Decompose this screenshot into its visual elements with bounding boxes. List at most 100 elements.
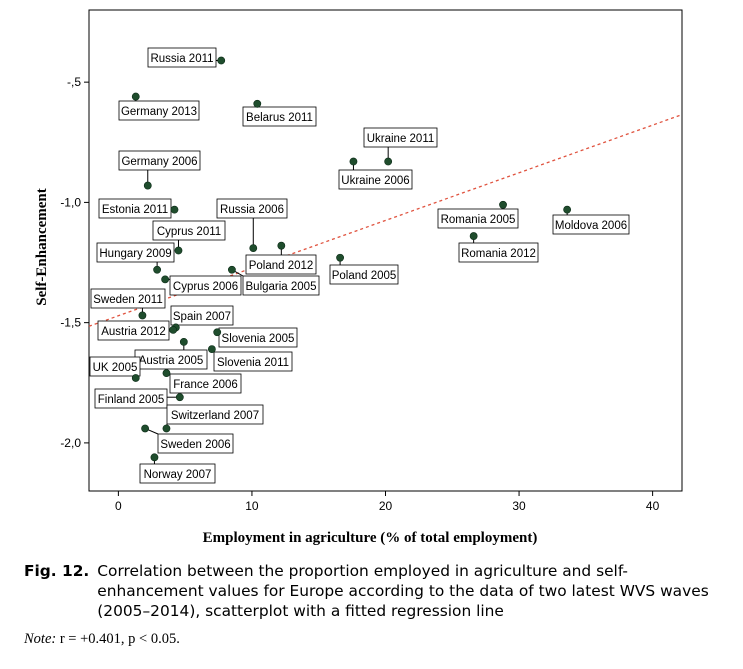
x-tick-label: 10 xyxy=(245,499,259,513)
point-label: UK 2005 xyxy=(93,362,138,374)
data-point xyxy=(162,369,171,378)
data-point xyxy=(249,244,258,252)
x-tick-label: 20 xyxy=(379,499,393,513)
point-label: Switzerland 2007 xyxy=(171,410,259,422)
point-label-box xyxy=(242,106,317,127)
point-label: Germany 2013 xyxy=(121,106,197,118)
point-label-box xyxy=(166,404,264,425)
data-point xyxy=(179,337,188,346)
point-label-box xyxy=(118,100,200,121)
point-label: Cyprus 2011 xyxy=(157,226,221,238)
point-label-box xyxy=(363,127,438,148)
point-label: Ukraine 2006 xyxy=(341,175,409,187)
data-point xyxy=(213,328,222,337)
point-label: Hungary 2009 xyxy=(99,248,171,260)
point-label: Romania 2012 xyxy=(461,248,536,260)
point-label-box xyxy=(139,463,216,484)
data-point xyxy=(131,92,140,101)
data-point xyxy=(499,200,507,209)
caption-label: Fig. 12. xyxy=(24,562,90,580)
point-label: Austria 2005 xyxy=(139,355,204,367)
point-label: Cyprus 2006 xyxy=(173,281,238,293)
point-label: Sweden 2006 xyxy=(160,439,230,451)
data-point xyxy=(162,424,171,433)
data-point xyxy=(384,157,393,166)
point-label-box xyxy=(552,214,630,235)
point-label-box xyxy=(96,242,175,263)
data-point xyxy=(153,265,162,274)
point-label-box xyxy=(170,305,234,326)
scatter-chart: 0 10 20 30 40 -,5 -1,0 -1,5 -2,0 Russia 2011 Germa… xyxy=(34,9,683,546)
note-text: r = +0.401, p < 0.05. xyxy=(56,631,180,647)
point-label-box xyxy=(329,264,399,285)
caption-text: Correlation between the proportion emplo… xyxy=(97,562,709,620)
data-point xyxy=(150,453,159,462)
point-label: Sweden 2011 xyxy=(93,294,162,306)
point-label-box xyxy=(458,242,539,263)
point-label-box xyxy=(89,356,141,377)
point-label-box xyxy=(94,388,168,409)
point-label: Poland 2005 xyxy=(332,270,397,282)
point-label: Bulgaria 2005 xyxy=(246,281,317,293)
point-label: Spain 2007 xyxy=(173,311,231,323)
point-label: Estonia 2011 xyxy=(102,204,168,216)
data-point xyxy=(175,393,184,402)
point-label-box xyxy=(157,433,234,454)
data-point xyxy=(131,374,140,382)
point-label-box xyxy=(90,288,166,309)
x-tick-label: 30 xyxy=(512,499,526,513)
point-label-box xyxy=(169,373,242,394)
data-point xyxy=(174,246,183,255)
y-axis-title: Self-Enhancement xyxy=(34,188,50,306)
point-label: Finland 2005 xyxy=(98,394,165,406)
note-label: Note: xyxy=(24,631,57,647)
point-label: Germany 2006 xyxy=(121,156,197,168)
data-point xyxy=(169,325,178,334)
data-point xyxy=(563,205,572,214)
data-point xyxy=(170,205,179,214)
data-point xyxy=(253,99,262,108)
point-label-box xyxy=(147,47,217,68)
statistics-note: Note: r = +0.401, p < 0.05. xyxy=(24,631,180,648)
point-label-box xyxy=(169,275,242,296)
data-point xyxy=(138,311,147,320)
data-point xyxy=(141,424,149,433)
data-point xyxy=(277,241,286,250)
x-tick-label: 0 xyxy=(115,499,122,513)
point-label: Romania 2005 xyxy=(441,214,516,226)
point-label-box xyxy=(97,320,170,341)
data-point xyxy=(143,181,152,190)
point-label-box xyxy=(152,220,226,241)
point-label-box xyxy=(242,275,320,296)
point-label: Norway 2007 xyxy=(144,469,212,481)
point-label: Russia 2006 xyxy=(220,204,284,216)
point-label-box xyxy=(245,254,317,275)
y-tick-label: -1,0 xyxy=(60,195,81,209)
point-label: Poland 2012 xyxy=(249,260,314,272)
figure-caption: Fig. 12. Correlation between the proport… xyxy=(24,561,724,621)
data-point xyxy=(217,56,226,65)
y-tick-label: -,5 xyxy=(67,75,81,89)
data-point xyxy=(207,345,216,354)
x-axis-title: Employment in agriculture (% of total em… xyxy=(203,530,538,546)
point-label: Belarus 2011 xyxy=(246,112,313,124)
point-label: Ukraine 2011 xyxy=(367,133,435,145)
y-tick-label: -2,0 xyxy=(60,436,81,450)
point-label: Austria 2012 xyxy=(101,326,166,338)
data-point xyxy=(161,275,170,284)
data-point xyxy=(349,157,358,166)
point-label-box xyxy=(338,169,413,190)
data-point xyxy=(469,232,478,240)
plot-area: 0 10 20 30 40 -,5 -1,0 -1,5 -2,0 Russia 2011 Germa… xyxy=(60,9,683,513)
x-tick-label: 40 xyxy=(646,499,660,513)
data-point xyxy=(336,253,344,262)
data-point xyxy=(228,265,236,274)
point-label: France 2006 xyxy=(173,379,238,391)
point-label-box xyxy=(118,150,201,171)
point-label: Slovenia 2011 xyxy=(217,357,289,369)
point-label-box xyxy=(437,208,519,229)
point-label: Russia 2011 xyxy=(150,53,213,65)
point-label: Slovenia 2005 xyxy=(222,333,295,345)
point-label-box xyxy=(213,351,293,372)
y-tick-label: -1,5 xyxy=(60,316,81,330)
